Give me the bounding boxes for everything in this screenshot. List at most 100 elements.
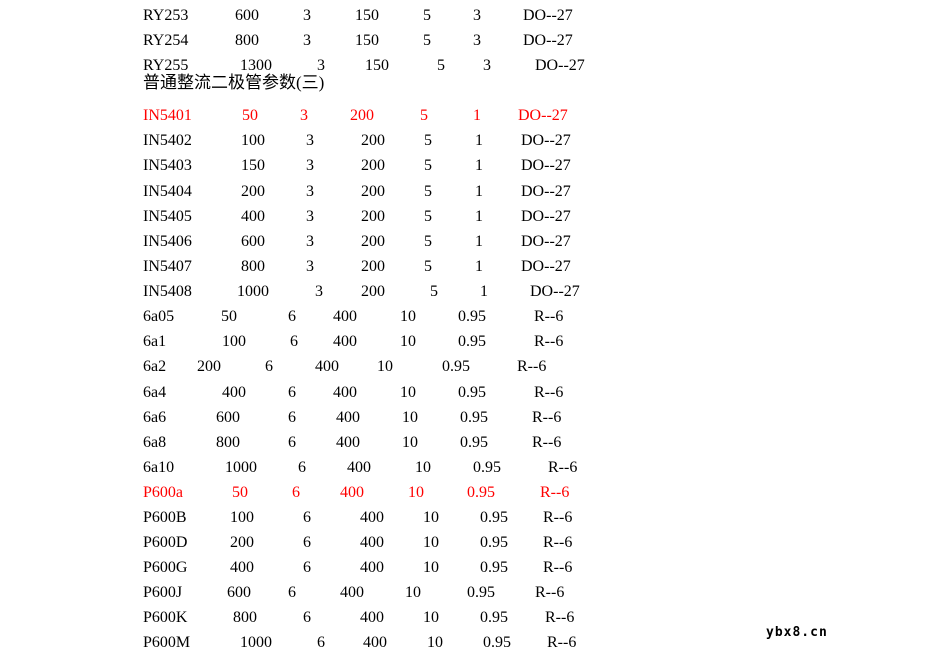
- cell-value: 3: [306, 183, 314, 200]
- cell-value: 400: [360, 534, 384, 551]
- cell-value: 150: [365, 57, 389, 74]
- table-row: 6a1 100 6 400 10 0.95 R--6: [0, 331, 947, 353]
- cell-value: 6: [303, 509, 311, 526]
- cell-model: RY255: [143, 57, 189, 74]
- cell-package: DO--27: [521, 233, 571, 250]
- cell-value: 0.95: [480, 609, 508, 626]
- cell-value: 400: [336, 434, 360, 451]
- table-row: P600D 200 6 400 10 0.95 R--6: [0, 532, 947, 554]
- cell-value: 200: [350, 107, 374, 124]
- cell-value: 5: [424, 258, 432, 275]
- cell-value: 200: [361, 283, 385, 300]
- cell-value: 400: [340, 484, 364, 501]
- table-row: IN5401 50 3 200 5 1 DO--27: [0, 105, 947, 127]
- cell-model: IN5407: [143, 258, 192, 275]
- cell-value: 400: [230, 559, 254, 576]
- cell-value: 400: [363, 634, 387, 651]
- cell-package: R--6: [534, 384, 564, 401]
- cell-value: 5: [424, 132, 432, 149]
- cell-value: 800: [235, 32, 259, 49]
- cell-value: 0.95: [473, 459, 501, 476]
- cell-value: 10: [402, 409, 418, 426]
- cell-value: 10: [377, 358, 393, 375]
- cell-value: 1: [475, 208, 483, 225]
- cell-model: P600B: [143, 509, 187, 526]
- table-row: RY254 800 3 150 5 3 DO--27: [0, 30, 947, 52]
- cell-model: RY254: [143, 32, 189, 49]
- cell-value: 200: [361, 183, 385, 200]
- cell-value: 6: [288, 409, 296, 426]
- table-row: 6a8 800 6 400 10 0.95 R--6: [0, 432, 947, 454]
- cell-value: 200: [361, 258, 385, 275]
- cell-value: 0.95: [460, 434, 488, 451]
- cell-model: IN5404: [143, 183, 192, 200]
- cell-value: 0.95: [480, 534, 508, 551]
- cell-value: 150: [355, 7, 379, 24]
- cell-value: 200: [197, 358, 221, 375]
- cell-model: IN5406: [143, 233, 192, 250]
- cell-value: 10: [400, 384, 416, 401]
- cell-value: 6: [303, 534, 311, 551]
- cell-value: 6: [290, 333, 298, 350]
- cell-value: 400: [347, 459, 371, 476]
- cell-value: 400: [336, 409, 360, 426]
- cell-value: 5: [424, 233, 432, 250]
- cell-value: 0.95: [442, 358, 470, 375]
- cell-value: 400: [360, 609, 384, 626]
- cell-value: 1000: [237, 283, 269, 300]
- cell-package: R--6: [543, 509, 573, 526]
- cell-value: 0.95: [480, 559, 508, 576]
- cell-value: 400: [315, 358, 339, 375]
- table-row: P600K 800 6 400 10 0.95 R--6: [0, 607, 947, 629]
- cell-value: 6: [288, 434, 296, 451]
- cell-value: 1: [475, 258, 483, 275]
- cell-value: 200: [241, 183, 265, 200]
- cell-value: 0.95: [458, 384, 486, 401]
- table-row: RY253 600 3 150 5 3 DO--27: [0, 5, 947, 27]
- cell-model: 6a05: [143, 308, 175, 325]
- table-row: 6a05 50 6 400 10 0.95 R--6: [0, 306, 947, 328]
- cell-value: 1: [480, 283, 488, 300]
- cell-value: 150: [355, 32, 379, 49]
- cell-value: 5: [430, 283, 438, 300]
- cell-value: 400: [360, 559, 384, 576]
- cell-model: IN5403: [143, 157, 192, 174]
- cell-value: 0.95: [460, 409, 488, 426]
- cell-package: R--6: [547, 634, 577, 651]
- cell-value: 400: [333, 384, 357, 401]
- cell-package: DO--27: [523, 32, 573, 49]
- cell-value: 6: [288, 584, 296, 601]
- cell-package: DO--27: [521, 208, 571, 225]
- cell-model: P600D: [143, 534, 188, 551]
- cell-package: DO--27: [521, 157, 571, 174]
- cell-package: DO--27: [523, 7, 573, 24]
- table-row: P600M 1000 6 400 10 0.95 R--6: [0, 632, 947, 654]
- cell-value: 6: [288, 308, 296, 325]
- cell-package: R--6: [532, 434, 562, 451]
- cell-value: 1300: [240, 57, 272, 74]
- cell-value: 3: [306, 258, 314, 275]
- cell-model: P600M: [143, 634, 191, 651]
- cell-model: P600J: [143, 584, 183, 601]
- cell-value: 10: [402, 434, 418, 451]
- cell-value: 150: [241, 157, 265, 174]
- cell-value: 3: [306, 208, 314, 225]
- cell-package: R--6: [532, 409, 562, 426]
- cell-value: 10: [405, 584, 421, 601]
- cell-value: 100: [230, 509, 254, 526]
- cell-model: IN5408: [143, 283, 192, 300]
- cell-value: 5: [437, 57, 445, 74]
- cell-value: 10: [400, 333, 416, 350]
- watermark: ybx8.cn: [766, 625, 828, 640]
- table-row: IN5404 200 3 200 5 1 DO--27: [0, 181, 947, 203]
- cell-model: 6a10: [143, 459, 175, 476]
- cell-package: R--6: [535, 584, 565, 601]
- cell-value: 10: [423, 534, 439, 551]
- cell-package: R--6: [540, 484, 570, 501]
- cell-value: 400: [340, 584, 364, 601]
- cell-value: 400: [333, 333, 357, 350]
- cell-value: 10: [423, 509, 439, 526]
- cell-value: 1: [473, 107, 481, 124]
- cell-value: 50: [242, 107, 258, 124]
